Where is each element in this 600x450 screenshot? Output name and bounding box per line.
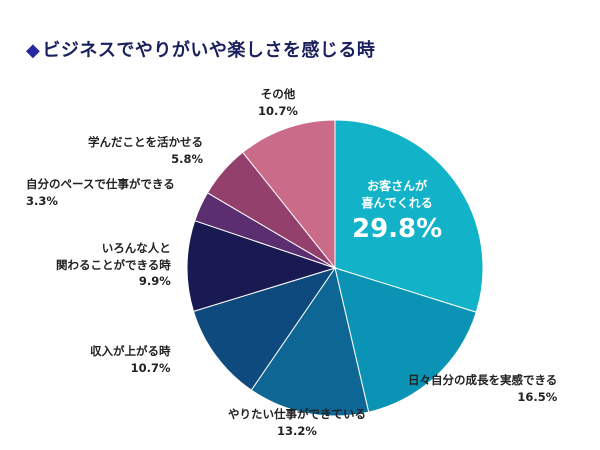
slice-label-line: 自分のペースで仕事ができる [26,177,175,191]
slice-label-line: その他 [260,87,296,101]
slice-value-other: 10.7% [258,103,298,118]
slice-value-customer-joy: 29.8% [352,213,443,244]
slice-label-line: いろんな人と [101,241,171,255]
slice-label-growth: 日々自分の成長を実感できる 16.5% [408,372,557,405]
slice-value-learning: 5.8% [171,151,203,166]
slice-value-own-pace: 3.3% [26,193,58,208]
slice-label-line: 日々自分の成長を実感できる [408,373,558,387]
pie-slice-want-work [250,266,370,417]
slice-label-line: 学んだことを活かせる [88,135,203,149]
slice-label-other: その他 10.7% [258,86,298,119]
chart-title: ◆ ビジネスでやりがいや楽しさを感じる時 [26,36,375,62]
slice-label-line: 喜んでくれる [361,196,433,211]
slice-label-learning: 学んだことを活かせる 5.8% [88,134,203,167]
slice-value-growth: 16.5% [517,389,558,404]
slice-label-line: 収入が上がる時 [90,344,171,358]
pie-slice-customer-joy [334,119,484,313]
pie-slice-income [192,267,337,391]
slice-label-line: 関わることができる時 [56,257,171,272]
chart-title-text: ビジネスでやりがいや楽しさを感じる時 [42,40,376,61]
pie-slice-other [242,119,336,270]
slice-value-income: 10.7% [130,360,171,375]
slice-label-line: やりたい仕事ができている [228,407,366,421]
slice-value-people: 9.9% [138,274,171,289]
slice-label-own-pace: 自分のペースで仕事ができる 3.3% [26,176,175,209]
slice-label-income: 収入が上がる時 10.7% [90,343,171,376]
slice-label-line: お客さんが [367,179,428,193]
title-marker: ◆ [26,40,41,61]
slice-label-people: いろんな人と 関わることができる時 9.9% [56,240,171,290]
pie-slice-growth [334,267,477,413]
slice-label-customer-joy: お客さんが 喜んでくれる 29.8% [352,178,442,245]
pie-slice-people [186,220,337,312]
slice-value-want-work: 13.2% [277,423,317,438]
slice-label-want-work: やりたい仕事ができている 13.2% [228,406,366,439]
